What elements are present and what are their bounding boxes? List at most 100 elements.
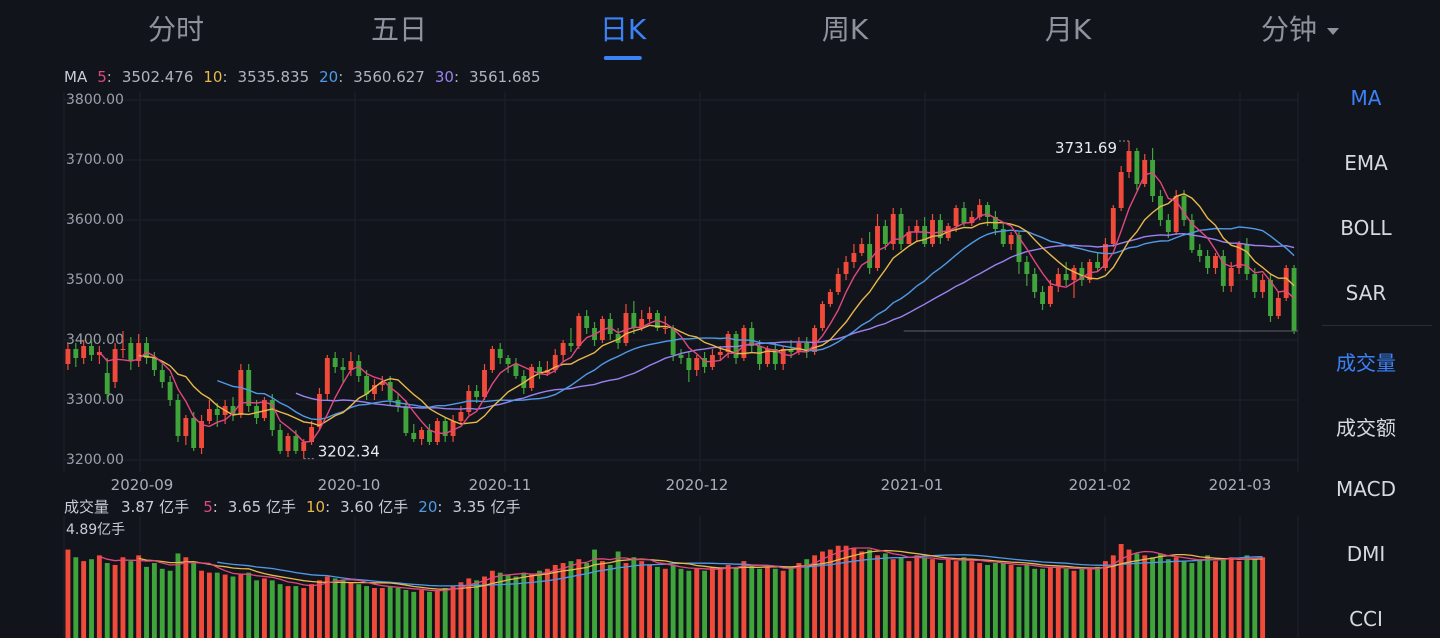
candle-body [576, 316, 582, 346]
volume-bar [1189, 563, 1195, 638]
candle-body [332, 358, 338, 367]
candle-body [411, 433, 417, 439]
vol5-value: 3.65 亿手 [227, 498, 296, 516]
candle-body [882, 226, 888, 244]
candle-body [474, 391, 480, 397]
volume-bar [529, 574, 535, 638]
candle-body [1220, 256, 1226, 286]
candle-body [387, 382, 393, 400]
x-tick-label: 2020-11 [469, 476, 532, 494]
volume-bar [568, 561, 574, 638]
tab-five-day[interactable]: 五日 [370, 13, 428, 46]
candle-body [1079, 268, 1085, 280]
candle-body [434, 421, 440, 442]
candle-body [317, 394, 322, 427]
volume-bar [112, 564, 118, 638]
tab-daily-k[interactable]: 日K [600, 8, 646, 60]
candlestick-chart[interactable]: 3800.00 3700.00 3600.00 3500.00 3400.00 3300.… [0, 0, 1310, 638]
candle-body [1040, 292, 1045, 304]
volume-bar [309, 584, 315, 638]
volume-bar [631, 557, 637, 638]
menu-divider [1322, 325, 1432, 326]
ma5-value: 3502.476 [121, 68, 194, 86]
volume-bar [1063, 568, 1069, 638]
candle-body [552, 355, 558, 370]
ma30-period: 30 [434, 68, 454, 86]
volume-bar [1087, 568, 1093, 638]
candle-body [1205, 256, 1211, 268]
candle-body [804, 343, 810, 352]
volume-bar [332, 578, 338, 638]
tab-weekly-k[interactable]: 周K [821, 13, 869, 46]
menu-turnover[interactable]: 成交额 [1336, 416, 1396, 440]
tab-intraday[interactable]: 分时 [147, 13, 205, 46]
volume-bar [678, 568, 684, 638]
candle-body [1087, 262, 1093, 280]
vol10-value: 3.60 亿手 [340, 498, 409, 516]
candle-body [1150, 160, 1156, 196]
candle-body [1213, 256, 1218, 268]
volume-ma5-line [99, 547, 1263, 592]
candle-body [1275, 298, 1281, 316]
volume-bar [945, 559, 951, 638]
candle-body [1118, 172, 1124, 208]
candle-body [1181, 196, 1187, 220]
ma10-value: 3535.835 [237, 68, 310, 86]
volume-bar [474, 580, 480, 638]
volume-bar [560, 563, 566, 638]
menu-ma[interactable]: MA [1350, 86, 1382, 110]
menu-cci[interactable]: CCI [1349, 607, 1383, 631]
y-tick-label: 3600.00 [66, 212, 124, 228]
menu-macd[interactable]: MACD [1336, 477, 1396, 501]
candle-body [89, 346, 94, 355]
volume-bar [780, 570, 786, 638]
y-tick-label: 3400.00 [66, 332, 124, 348]
candle-body [356, 361, 362, 376]
candle-body [1071, 268, 1077, 280]
candle-body [65, 349, 71, 364]
volume-bar [65, 549, 71, 638]
volume-bar [741, 561, 747, 638]
volume-bar [576, 559, 582, 638]
volume-bar [607, 564, 613, 638]
candle-body [914, 226, 920, 232]
menu-volume[interactable]: 成交量 [1336, 351, 1396, 375]
volume-bar [128, 561, 134, 638]
volume-bar [537, 570, 542, 638]
volume-bar [395, 588, 401, 638]
volume-bar [623, 563, 629, 638]
candle-body [191, 418, 197, 448]
candle-body [489, 349, 495, 370]
candle-body [1016, 235, 1022, 262]
volume-bar [1055, 566, 1061, 638]
tab-monthly-k[interactable]: 月K [1044, 13, 1092, 46]
candle-body [851, 253, 857, 262]
candle-body [670, 328, 676, 355]
volume-bar [167, 570, 173, 638]
volume-bar [1213, 561, 1218, 638]
candle-body [1291, 268, 1297, 331]
candle-body [293, 436, 299, 451]
candle-body [1032, 274, 1038, 292]
candle-body [741, 328, 747, 358]
candle-body [1095, 262, 1101, 268]
volume-bar [364, 586, 370, 638]
candle-body [159, 370, 165, 382]
candle-body [694, 358, 700, 370]
ma20-value: 3560.627 [353, 68, 425, 86]
menu-ema[interactable]: EMA [1344, 151, 1388, 175]
candle-body [1165, 220, 1171, 232]
menu-boll[interactable]: BOLL [1340, 216, 1392, 240]
volume-bar [379, 588, 385, 638]
tab-minute[interactable]: 分钟 [1261, 8, 1340, 48]
menu-dmi[interactable]: DMI [1346, 542, 1386, 566]
menu-sar[interactable]: SAR [1345, 281, 1387, 305]
volume-bar [1008, 564, 1014, 638]
candle-body [81, 346, 87, 358]
candle-body [1047, 286, 1053, 304]
candle-body [678, 355, 684, 358]
candle-body [419, 430, 425, 439]
candle-body [1158, 196, 1163, 220]
candle-body [623, 313, 629, 343]
volume-bar [1102, 561, 1108, 638]
